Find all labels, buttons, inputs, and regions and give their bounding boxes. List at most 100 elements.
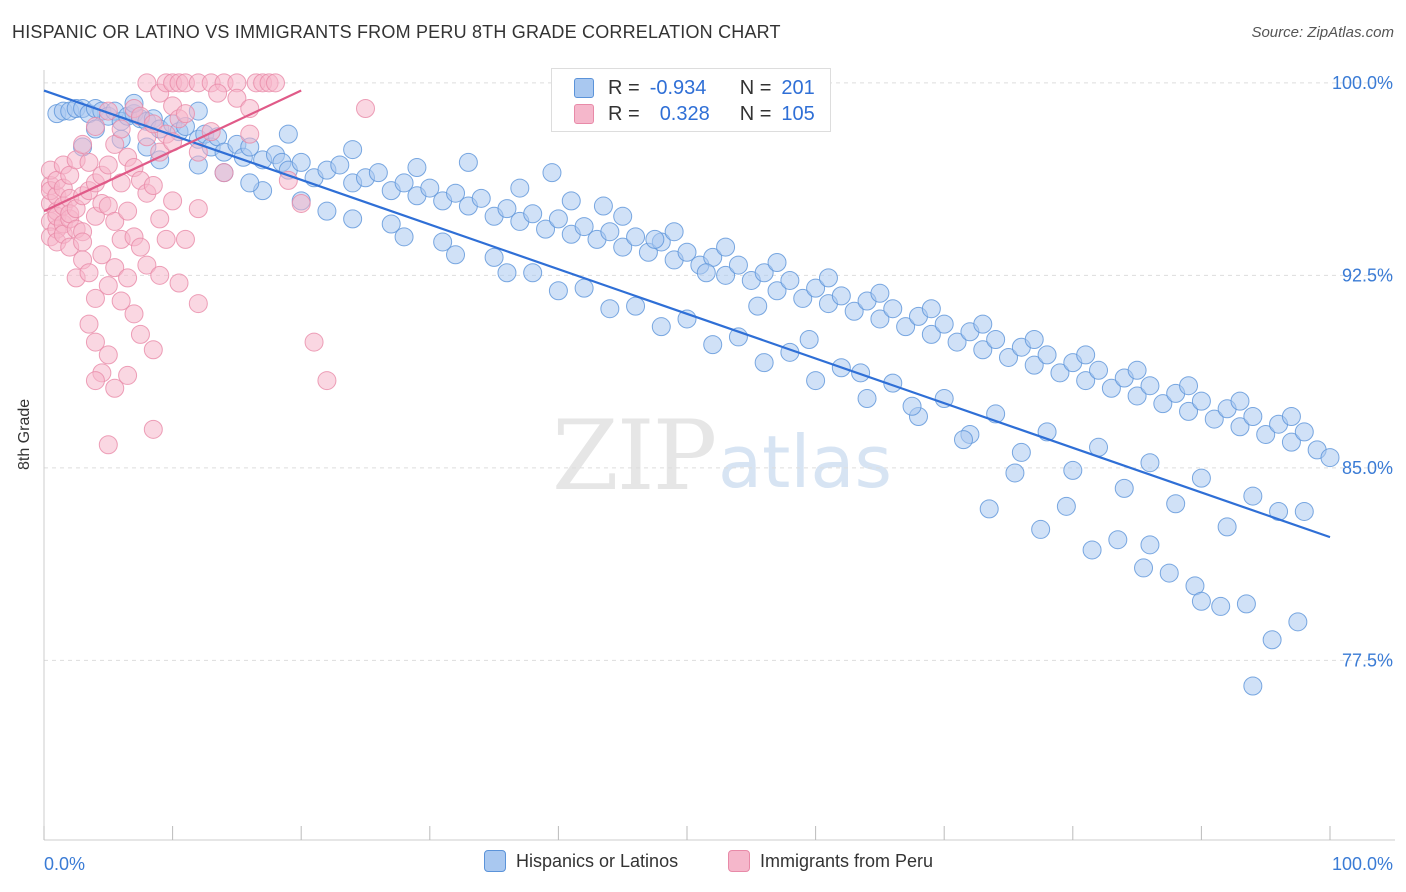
peru-point: [118, 365, 138, 385]
peru-point: [118, 201, 138, 221]
hispanic-point: [1089, 360, 1109, 380]
x-tick-label-min: 0.0%: [44, 854, 85, 874]
peru-point: [304, 332, 324, 352]
hispanic-point: [1031, 519, 1051, 539]
hispanic-point: [754, 263, 774, 283]
hispanic-point: [748, 296, 768, 316]
hispanic-point: [600, 299, 620, 319]
peru-point: [265, 73, 285, 93]
peru-point: [130, 324, 150, 344]
peru-point: [130, 237, 150, 257]
peru-point: [98, 155, 118, 175]
hispanic-point: [716, 265, 736, 285]
hispanic-point: [394, 173, 414, 193]
hispanic-point: [458, 152, 478, 172]
hispanic-point: [703, 335, 723, 355]
hispanic-point: [343, 140, 363, 160]
watermark-zip: ZIP: [552, 400, 717, 512]
hispanic-point: [973, 314, 993, 334]
hispanic-point: [1063, 460, 1083, 480]
hispanic-point: [1127, 360, 1147, 380]
chart-title: HISPANIC OR LATINO VS IMMIGRANTS FROM PE…: [12, 22, 781, 42]
y-tick-label: 100.0%: [1332, 73, 1393, 93]
peru-point: [214, 163, 234, 183]
hispanic-point: [542, 163, 562, 183]
hispanic-point: [613, 237, 633, 257]
hispanic-point: [1243, 676, 1263, 696]
hispanic-point: [979, 499, 999, 519]
hispanic-point: [973, 340, 993, 360]
hispanic-point: [1204, 409, 1224, 429]
hispanic-point: [600, 222, 620, 242]
x-tick-label-max: 100.0%: [1332, 854, 1393, 874]
peru-point: [188, 294, 208, 314]
hispanic-point: [716, 237, 736, 257]
hispanic-point: [523, 263, 543, 283]
peru-point: [150, 265, 170, 285]
hispanic-point: [1153, 394, 1173, 414]
peru-point: [143, 340, 163, 360]
hispanic-point: [1011, 442, 1031, 462]
legend-row-peru: R = 0.328 N = 105: [574, 101, 815, 127]
hispanic-point: [548, 281, 568, 301]
hispanic-point: [645, 229, 665, 249]
hispanic-point: [368, 163, 388, 183]
hispanic-point: [806, 371, 826, 391]
hispanic-point: [754, 353, 774, 373]
peru-point: [227, 88, 247, 108]
hispanic-point: [818, 268, 838, 288]
hispanic-point: [1076, 371, 1096, 391]
hispanic-point: [593, 196, 613, 216]
peru-point: [143, 176, 163, 195]
hispanic-point: [1236, 594, 1256, 614]
legend-r-label: R =: [608, 102, 640, 125]
hispanic-point: [291, 152, 311, 172]
hispanic-point: [1179, 376, 1199, 396]
hispanic-point: [1320, 448, 1340, 468]
hispanic-point: [1211, 596, 1231, 616]
hispanic-point: [1140, 376, 1160, 396]
hispanic-point: [420, 178, 440, 198]
hispanic-point: [394, 227, 414, 247]
hispanic-point: [934, 314, 954, 334]
hispanic-point: [574, 217, 594, 237]
hispanic-point: [902, 396, 922, 416]
peru-point: [79, 152, 99, 172]
hispanic-point: [536, 219, 556, 239]
hispanic-point: [1217, 517, 1237, 537]
peru-point: [85, 371, 105, 391]
legend-r-value: 0.328: [659, 102, 710, 125]
peru-point: [169, 273, 189, 293]
bottom-legend-label-hispanic: Hispanics or Latinos: [516, 850, 679, 871]
hispanic-point: [1230, 391, 1250, 411]
hispanic-point: [1140, 535, 1160, 555]
y-tick-label: 85.0%: [1342, 458, 1393, 478]
peru-point: [291, 193, 311, 213]
hispanic-point: [240, 173, 260, 193]
hispanic-point: [677, 242, 697, 262]
hispanic-point: [343, 209, 363, 229]
peru-point: [79, 314, 99, 334]
hispanic-point: [446, 183, 466, 203]
hispanic-point: [626, 296, 646, 316]
hispanic-point: [986, 330, 1006, 349]
peru-point: [105, 378, 125, 398]
hispanic-point: [1159, 563, 1179, 583]
peru-point: [143, 419, 163, 439]
peru-point: [98, 345, 118, 365]
hispanic-point: [381, 214, 401, 234]
peru-point: [118, 268, 138, 288]
hispanic-point: [1288, 612, 1308, 632]
peru-point: [105, 258, 125, 278]
peru-point: [105, 211, 125, 231]
hispanic-point: [1082, 540, 1102, 560]
hispanic-point: [1037, 345, 1057, 365]
peru-point: [124, 304, 144, 324]
legend-r-label: R =: [608, 76, 640, 99]
hispanic-point: [1281, 407, 1301, 426]
bottom-legend-hispanic: Hispanics or Latinos: [484, 850, 678, 872]
peru-point: [175, 229, 195, 249]
hispanic-point: [921, 324, 941, 344]
legend-swatch-blue: [574, 78, 594, 98]
